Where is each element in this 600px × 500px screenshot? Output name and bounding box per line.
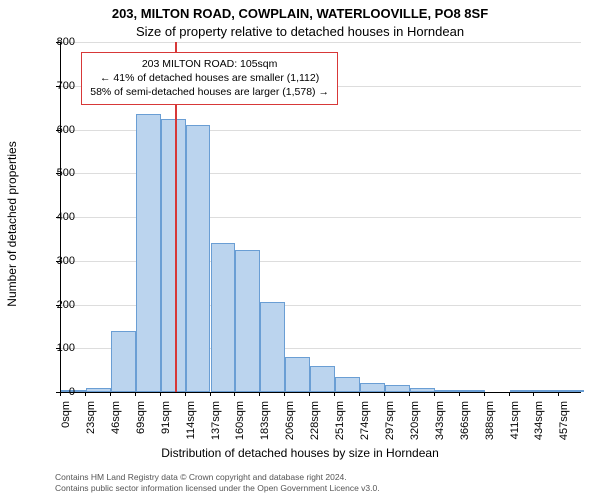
histogram-bar [385, 385, 410, 392]
annotation-line2: ← 41% of detached houses are smaller (1,… [90, 71, 329, 85]
xtick-mark [160, 392, 161, 396]
xtick-mark [334, 392, 335, 396]
title-subtitle: Size of property relative to detached ho… [0, 24, 600, 39]
xtick-mark [60, 392, 61, 396]
xtick-mark [135, 392, 136, 396]
xtick-mark [309, 392, 310, 396]
histogram-bar [260, 302, 285, 392]
histogram-bar [211, 243, 236, 392]
xtick-label: 274sqm [359, 401, 371, 445]
xtick-mark [509, 392, 510, 396]
footer-attribution: Contains HM Land Registry data © Crown c… [55, 472, 380, 494]
ytick-label: 800 [57, 36, 75, 48]
histogram-bar [559, 390, 584, 392]
ytick-label: 600 [57, 124, 75, 136]
ytick-label: 200 [57, 299, 75, 311]
annotation-line1: 203 MILTON ROAD: 105sqm [90, 57, 329, 71]
histogram-bar [136, 114, 161, 392]
annotation-box: 203 MILTON ROAD: 105sqm← 41% of detached… [81, 52, 338, 105]
histogram-bar [460, 390, 485, 392]
histogram-bar [86, 388, 111, 392]
xtick-label: 0sqm [60, 401, 72, 445]
xtick-label: 411sqm [509, 401, 521, 445]
grid-line [61, 42, 581, 43]
xtick-label: 228sqm [309, 401, 321, 445]
ytick-label: 0 [69, 386, 75, 398]
y-axis-label: Number of detached properties [5, 59, 19, 224]
xtick-mark [384, 392, 385, 396]
footer-line2: Contains public sector information licen… [55, 483, 380, 494]
ytick-label: 100 [57, 342, 75, 354]
xtick-label: 457sqm [558, 401, 570, 445]
xtick-mark [434, 392, 435, 396]
xtick-label: 297sqm [384, 401, 396, 445]
xtick-mark [533, 392, 534, 396]
xtick-label: 137sqm [210, 401, 222, 445]
xtick-label: 91sqm [160, 401, 172, 445]
xtick-mark [185, 392, 186, 396]
histogram-bar [285, 357, 310, 392]
xtick-label: 206sqm [284, 401, 296, 445]
xtick-mark [558, 392, 559, 396]
xtick-label: 434sqm [533, 401, 545, 445]
xtick-mark [409, 392, 410, 396]
xtick-label: 160sqm [234, 401, 246, 445]
chart-container: 203, MILTON ROAD, COWPLAIN, WATERLOOVILL… [0, 0, 600, 500]
histogram-bar [310, 366, 335, 392]
ytick-label: 300 [57, 255, 75, 267]
xtick-label: 46sqm [110, 401, 122, 445]
x-axis-label: Distribution of detached houses by size … [0, 446, 600, 460]
xtick-label: 183sqm [259, 401, 271, 445]
xtick-label: 23sqm [85, 401, 97, 445]
xtick-mark [110, 392, 111, 396]
xtick-mark [259, 392, 260, 396]
xtick-mark [234, 392, 235, 396]
histogram-bar [534, 390, 559, 392]
xtick-mark [210, 392, 211, 396]
histogram-bar [161, 119, 186, 392]
xtick-mark [359, 392, 360, 396]
ytick-label: 700 [57, 80, 75, 92]
title-address: 203, MILTON ROAD, COWPLAIN, WATERLOOVILL… [0, 6, 600, 21]
xtick-label: 320sqm [409, 401, 421, 445]
histogram-bar [410, 388, 435, 392]
xtick-mark [484, 392, 485, 396]
xtick-label: 114sqm [185, 401, 197, 445]
histogram-bar [335, 377, 360, 392]
plot-area: 203 MILTON ROAD: 105sqm← 41% of detached… [60, 42, 581, 393]
histogram-bar [111, 331, 136, 392]
footer-line1: Contains HM Land Registry data © Crown c… [55, 472, 380, 483]
histogram-bar [235, 250, 260, 392]
xtick-mark [284, 392, 285, 396]
xtick-mark [85, 392, 86, 396]
xtick-label: 388sqm [484, 401, 496, 445]
histogram-bar [186, 125, 211, 392]
histogram-bar [360, 383, 385, 392]
xtick-label: 366sqm [459, 401, 471, 445]
xtick-mark [459, 392, 460, 396]
annotation-line3: 58% of semi-detached houses are larger (… [90, 85, 329, 99]
xtick-label: 251sqm [334, 401, 346, 445]
xtick-label: 69sqm [135, 401, 147, 445]
histogram-bar [510, 390, 535, 392]
histogram-bar [435, 390, 460, 392]
ytick-label: 400 [57, 211, 75, 223]
xtick-label: 343sqm [434, 401, 446, 445]
ytick-label: 500 [57, 167, 75, 179]
